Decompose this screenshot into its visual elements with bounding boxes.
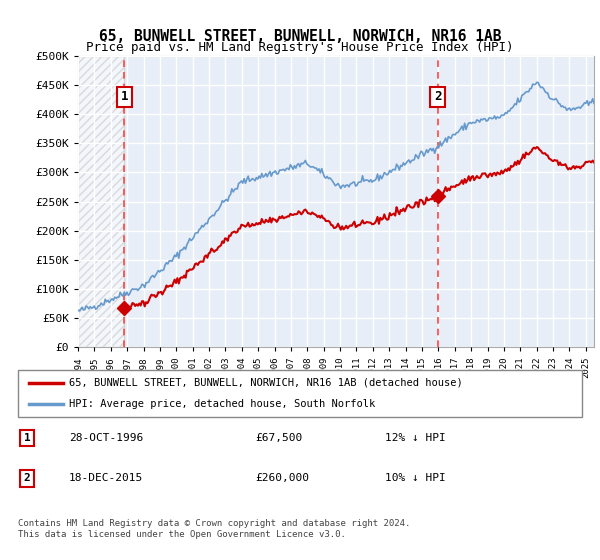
Text: 1: 1 bbox=[23, 433, 31, 443]
Text: 2: 2 bbox=[434, 90, 442, 103]
Text: 1: 1 bbox=[121, 90, 128, 103]
Text: 28-OCT-1996: 28-OCT-1996 bbox=[69, 433, 143, 443]
Text: 12% ↓ HPI: 12% ↓ HPI bbox=[385, 433, 445, 443]
Text: 65, BUNWELL STREET, BUNWELL, NORWICH, NR16 1AB (detached house): 65, BUNWELL STREET, BUNWELL, NORWICH, NR… bbox=[69, 378, 463, 388]
Text: 10% ↓ HPI: 10% ↓ HPI bbox=[385, 473, 445, 483]
Text: £260,000: £260,000 bbox=[255, 473, 309, 483]
Text: £67,500: £67,500 bbox=[255, 433, 302, 443]
Text: 18-DEC-2015: 18-DEC-2015 bbox=[69, 473, 143, 483]
Text: Contains HM Land Registry data © Crown copyright and database right 2024.
This d: Contains HM Land Registry data © Crown c… bbox=[18, 520, 410, 539]
Text: Price paid vs. HM Land Registry's House Price Index (HPI): Price paid vs. HM Land Registry's House … bbox=[86, 41, 514, 54]
Text: 2: 2 bbox=[23, 473, 31, 483]
Text: 65, BUNWELL STREET, BUNWELL, NORWICH, NR16 1AB: 65, BUNWELL STREET, BUNWELL, NORWICH, NR… bbox=[99, 29, 501, 44]
Text: HPI: Average price, detached house, South Norfolk: HPI: Average price, detached house, Sout… bbox=[69, 399, 375, 409]
FancyBboxPatch shape bbox=[18, 370, 582, 417]
